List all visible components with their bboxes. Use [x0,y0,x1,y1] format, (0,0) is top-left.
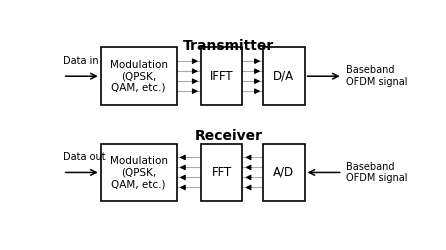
Text: Baseband
OFDM signal: Baseband OFDM signal [346,162,408,183]
Bar [263,47,305,105]
Bar [101,47,177,105]
Text: Data in: Data in [62,56,98,66]
Text: Baseband
OFDM signal: Baseband OFDM signal [346,66,408,87]
Text: D/A: D/A [273,70,294,83]
Bar [201,144,243,201]
Text: Receiver: Receiver [194,129,263,143]
Bar [263,144,305,201]
Text: FFT: FFT [211,166,232,179]
Text: A/D: A/D [273,166,294,179]
Bar [201,47,243,105]
Text: Modulation
(QPSK,
QAM, etc.): Modulation (QPSK, QAM, etc.) [110,156,168,189]
Text: Transmitter: Transmitter [183,39,274,53]
Text: Data out: Data out [62,152,105,162]
Text: IFFT: IFFT [210,70,233,83]
Bar [101,144,177,201]
Text: Modulation
(QPSK,
QAM, etc.): Modulation (QPSK, QAM, etc.) [110,60,168,93]
